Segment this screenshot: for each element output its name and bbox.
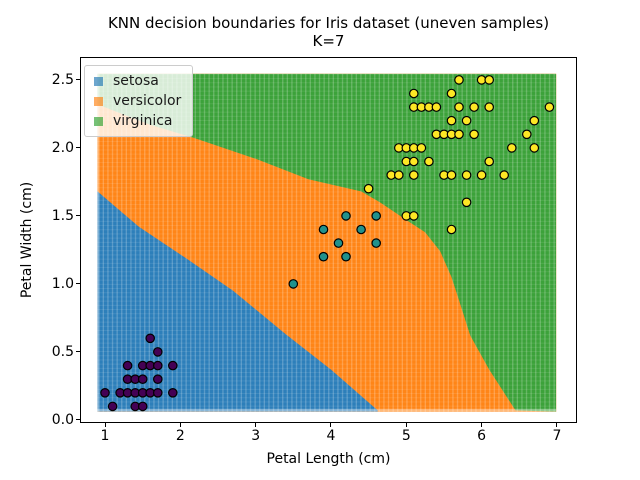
- data-point-virginica: [431, 102, 442, 112]
- data-point-setosa: [153, 387, 163, 398]
- legend-item-setosa: setosa: [92, 71, 181, 91]
- legend-item-virginica: virginica: [92, 111, 181, 131]
- y-tick-label: 0.0: [51, 411, 74, 428]
- x-tick-label: 5: [401, 428, 411, 444]
- data-point-virginica: [461, 170, 472, 180]
- data-point-setosa: [137, 374, 148, 384]
- y-tick-label: 0.5: [51, 343, 74, 360]
- chart-title-line2: K=7: [312, 32, 345, 50]
- data-point-virginica: [408, 156, 419, 167]
- x-tick-label: 6: [477, 428, 487, 444]
- y-tick-label: 2.0: [51, 139, 74, 156]
- x-tick-mark: [481, 423, 483, 427]
- data-point-virginica: [529, 115, 540, 126]
- data-point-setosa: [145, 333, 155, 344]
- data-point-versicolor: [288, 279, 299, 289]
- data-point-virginica: [499, 170, 509, 180]
- data-point-versicolor: [341, 211, 351, 221]
- x-tick-label: 2: [175, 428, 185, 444]
- legend-label: setosa: [113, 73, 159, 89]
- data-point-setosa: [107, 401, 118, 412]
- decision-surface-plot: [97, 73, 557, 412]
- plot-area: setosa versicolor virginica: [80, 57, 577, 423]
- data-point-virginica: [469, 102, 479, 112]
- data-point-versicolor: [318, 224, 329, 235]
- data-point-setosa: [168, 387, 178, 398]
- y-tick-mark: [76, 419, 80, 421]
- x-tick-mark: [179, 423, 181, 427]
- data-point-virginica: [446, 170, 457, 180]
- x-tick-mark: [405, 423, 407, 427]
- chart-title-line1: KNN decision boundaries for Iris dataset…: [107, 14, 550, 32]
- chart-title: KNN decision boundaries for Iris dataset…: [81, 14, 576, 50]
- data-point-virginica: [408, 88, 419, 99]
- data-point-virginica: [484, 75, 494, 85]
- data-point-versicolor: [333, 238, 344, 248]
- data-point-versicolor: [356, 224, 366, 235]
- x-tick-label: 1: [100, 428, 110, 444]
- data-point-virginica: [446, 224, 457, 235]
- data-point-setosa: [153, 374, 163, 384]
- y-tick-label: 1.0: [51, 275, 74, 292]
- data-point-setosa: [153, 360, 163, 371]
- setosa-swatch-icon: [94, 76, 103, 86]
- x-tick-label: 4: [326, 428, 336, 444]
- data-point-virginica: [529, 143, 540, 153]
- y-tick-mark: [76, 147, 80, 149]
- data-point-versicolor: [371, 238, 381, 248]
- data-point-virginica: [544, 102, 555, 112]
- data-point-virginica: [506, 143, 517, 153]
- data-point-virginica: [446, 115, 457, 126]
- mesh-edge-fade: [97, 73, 100, 412]
- x-tick-mark: [330, 423, 332, 427]
- data-point-virginica: [484, 102, 494, 112]
- data-point-virginica: [476, 170, 487, 180]
- data-point-versicolor: [341, 251, 351, 262]
- y-tick-mark: [76, 351, 80, 353]
- x-tick-mark: [255, 423, 257, 427]
- mesh-edge-fade: [97, 408, 557, 412]
- y-axis-label: Petal Width (cm): [19, 181, 35, 299]
- data-point-setosa: [168, 360, 178, 371]
- data-point-virginica: [416, 143, 427, 153]
- data-point-virginica: [393, 170, 404, 180]
- x-tick-mark: [104, 423, 106, 427]
- data-point-virginica: [408, 211, 419, 221]
- legend: setosa versicolor virginica: [84, 65, 194, 137]
- virginica-swatch-icon: [94, 116, 103, 126]
- data-point-virginica: [469, 129, 479, 140]
- y-tick-label: 2.5: [51, 71, 74, 88]
- data-point-virginica: [454, 102, 464, 112]
- y-tick-mark: [76, 215, 80, 217]
- data-point-virginica: [454, 75, 464, 85]
- y-tick-mark: [76, 79, 80, 81]
- data-point-setosa: [100, 387, 110, 398]
- data-point-virginica: [408, 170, 419, 180]
- legend-label: versicolor: [113, 93, 182, 109]
- data-point-virginica: [454, 129, 464, 140]
- data-point-versicolor: [371, 211, 381, 221]
- data-point-virginica: [461, 197, 472, 208]
- versicolor-swatch-icon: [94, 96, 103, 106]
- data-point-setosa: [137, 401, 148, 412]
- data-point-virginica: [461, 115, 472, 126]
- legend-item-versicolor: versicolor: [92, 91, 181, 111]
- x-tick-label: 7: [552, 428, 562, 444]
- data-point-virginica: [484, 156, 494, 167]
- legend-label: virginica: [113, 113, 173, 129]
- x-axis-label: Petal Length (cm): [266, 451, 391, 467]
- data-point-setosa: [153, 347, 163, 357]
- y-tick-label: 1.5: [51, 207, 74, 224]
- data-point-virginica: [446, 88, 457, 99]
- data-point-virginica: [424, 156, 434, 167]
- y-tick-mark: [76, 283, 80, 285]
- x-tick-label: 3: [251, 428, 261, 444]
- data-point-virginica: [363, 183, 374, 194]
- data-point-versicolor: [318, 251, 329, 262]
- x-tick-mark: [556, 423, 558, 427]
- data-point-setosa: [122, 360, 133, 371]
- data-point-virginica: [521, 129, 532, 140]
